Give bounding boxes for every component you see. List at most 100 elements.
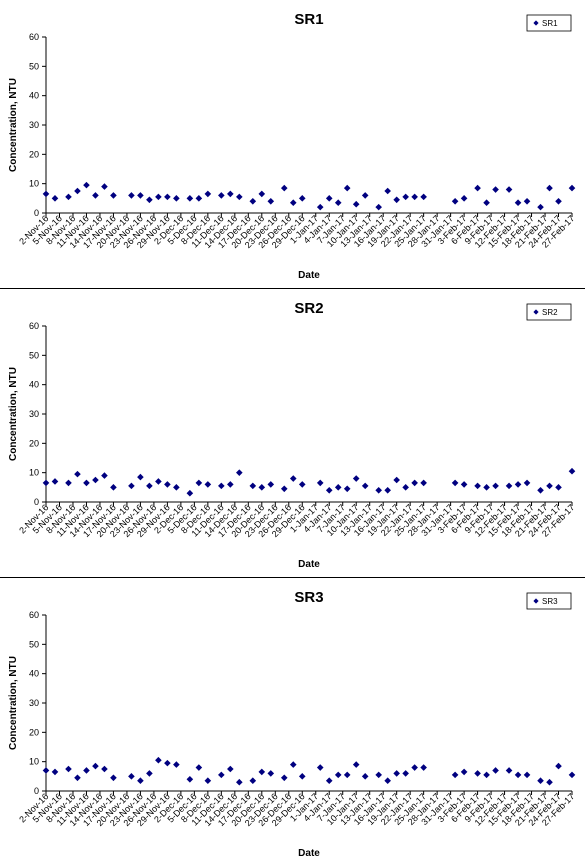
data-point	[492, 186, 499, 193]
chart-title: SR1	[294, 11, 323, 28]
data-point	[258, 190, 266, 198]
data-point	[195, 195, 203, 202]
data-point	[65, 479, 72, 487]
data-point	[505, 482, 513, 490]
y-tick-label: 10	[29, 757, 39, 767]
x-axis-label: Date	[298, 270, 320, 281]
data-point	[492, 482, 499, 490]
data-point	[289, 761, 297, 768]
data-point	[173, 761, 180, 768]
data-point	[451, 197, 459, 205]
data-point	[451, 771, 459, 779]
data-point	[164, 759, 171, 767]
data-point	[110, 484, 117, 491]
data-point	[316, 203, 324, 211]
data-point	[227, 765, 234, 773]
data-point	[460, 481, 468, 488]
data-point	[298, 773, 306, 780]
legend-box	[526, 303, 572, 321]
data-point	[361, 192, 369, 199]
data-point	[474, 770, 481, 777]
y-axis-label: Concentration, NTU	[8, 367, 19, 461]
data-point	[236, 469, 243, 476]
y-tick-label: 0	[34, 497, 39, 507]
y-axis-label: Concentration, NTU	[8, 78, 19, 172]
y-tick-label: 50	[29, 350, 39, 360]
data-point	[155, 756, 162, 764]
data-point	[352, 475, 360, 482]
legend-marker	[533, 309, 539, 315]
data-point	[474, 482, 481, 490]
chart-panel-sr1: SR1 0 10 20 30 40 50 60 2-Nov-16 5-Nov-16 8-Nov-16…	[0, 0, 585, 289]
data-point	[92, 476, 99, 484]
data-point	[523, 479, 531, 487]
data-point	[249, 777, 257, 785]
data-point	[218, 192, 225, 199]
data-point	[514, 771, 522, 779]
chart-title: SR2	[294, 300, 323, 317]
data-point	[218, 771, 225, 779]
data-point	[164, 481, 171, 488]
data-point	[555, 762, 562, 770]
data-point	[65, 193, 72, 201]
chart-svg-sr1: SR101020304050602-Nov-165-Nov-168-Nov-16…	[8, 11, 576, 281]
data-point	[325, 777, 333, 785]
data-point	[186, 195, 194, 202]
data-point	[411, 479, 418, 487]
data-point	[218, 482, 225, 490]
data-point	[393, 196, 400, 204]
data-point	[249, 482, 257, 490]
data-point	[51, 768, 59, 776]
data-point	[258, 484, 266, 491]
y-tick-label: 20	[29, 727, 39, 737]
data-point	[227, 481, 234, 488]
data-point	[42, 479, 50, 487]
data-point	[195, 764, 203, 771]
data-point	[155, 478, 162, 485]
data-point	[83, 767, 90, 774]
data-point	[505, 186, 513, 193]
data-point	[146, 770, 153, 777]
data-point	[384, 187, 391, 195]
data-point	[101, 183, 108, 190]
data-point	[411, 764, 418, 771]
data-point	[451, 479, 459, 487]
data-point	[146, 196, 153, 204]
data-point	[186, 775, 194, 783]
legend-marker	[533, 598, 539, 604]
y-tick-label: 30	[29, 120, 39, 130]
chart-panel-sr2: SR2 0 10 20 30 40 50 60 2-Nov-16 5-Nov-16 8-Nov-16…	[0, 289, 585, 578]
data-point	[83, 181, 90, 189]
chart-title: SR3	[294, 589, 323, 606]
data-point	[361, 773, 369, 780]
data-point	[289, 475, 297, 482]
y-tick-label: 0	[34, 208, 39, 218]
data-point	[92, 192, 99, 199]
data-point	[555, 197, 562, 205]
data-point	[101, 472, 108, 479]
data-point	[249, 197, 257, 205]
data-point	[65, 765, 72, 773]
data-point	[460, 768, 468, 776]
data-point	[83, 479, 90, 487]
data-point	[298, 195, 306, 202]
legend-label: SR2	[542, 308, 558, 317]
data-point	[137, 777, 144, 785]
data-point	[280, 774, 288, 782]
data-point	[514, 481, 522, 488]
data-point	[505, 767, 513, 774]
data-point	[128, 192, 135, 199]
data-point	[51, 478, 59, 485]
data-point	[546, 184, 553, 192]
data-point	[137, 192, 144, 199]
data-point	[204, 190, 212, 198]
data-point	[280, 485, 288, 493]
x-axis-label: Date	[298, 559, 320, 570]
data-point	[393, 770, 400, 777]
data-point	[204, 481, 212, 488]
y-tick-label: 30	[29, 698, 39, 708]
data-point	[483, 199, 490, 207]
data-point	[325, 195, 333, 202]
y-tick-label: 60	[29, 321, 39, 331]
chart-svg-sr2: SR201020304050602-Nov-165-Nov-168-Nov-16…	[8, 300, 576, 570]
